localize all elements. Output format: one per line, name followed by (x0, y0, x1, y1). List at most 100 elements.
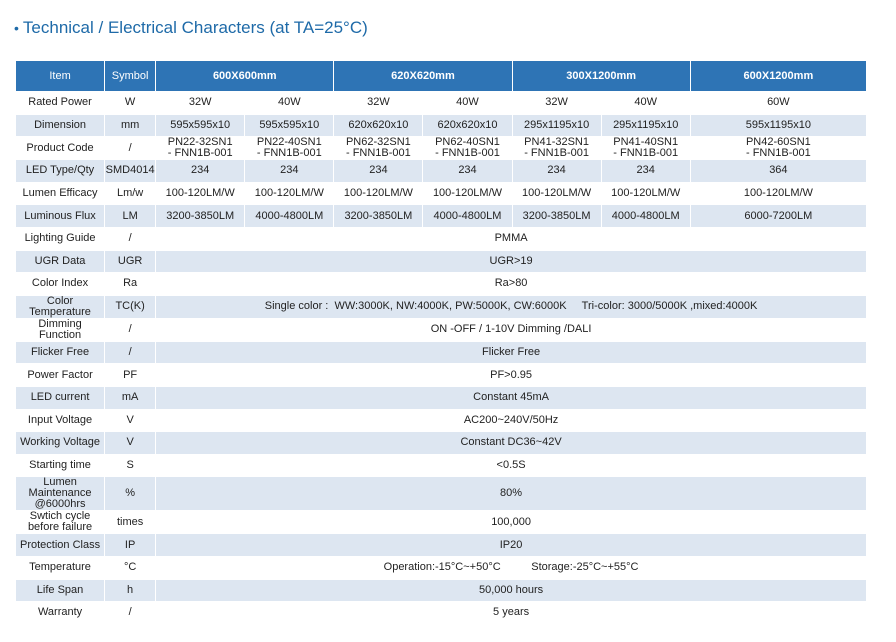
header-group: 600X1200mm (689, 60, 868, 92)
table-row: Input Voltage V AC200~240V/50Hz (14, 408, 867, 433)
cell: 100-120LM/W (600, 181, 691, 206)
row-symbol: % (104, 476, 157, 512)
row-item: Flicker Free (14, 340, 106, 365)
row-symbol: TC(K) (104, 294, 157, 319)
row-item: Dimming Function (14, 317, 106, 342)
table-row: Working Voltage V Constant DC36~42V (14, 431, 867, 455)
cell: 40W (422, 91, 513, 115)
cell: 3200-3850LM (333, 204, 424, 228)
table-row: Lighting Guide / PMMA (14, 226, 867, 251)
row-symbol: V (104, 408, 157, 433)
bullet-icon: • (14, 20, 19, 36)
cell: 620x620x10 (333, 113, 424, 138)
table-row: Protection Class IP IP20 (14, 533, 867, 557)
row-item: Warranty (14, 601, 106, 625)
cell: 100-120LM/W (244, 181, 335, 206)
cell: 234 (244, 159, 335, 183)
row-item: UGR Data (14, 249, 106, 274)
cell: Single color : WW:3000K, NW:4000K, PW:50… (155, 294, 867, 319)
header-group: 300X1200mm (511, 60, 691, 92)
row-symbol: PF (104, 363, 157, 387)
row-symbol: S (104, 453, 157, 478)
cell: 3200-3850LM (511, 204, 602, 228)
row-item: Protection Class (14, 533, 106, 557)
row-symbol: / (104, 136, 157, 161)
cell: 234 (155, 159, 246, 183)
cell: 234 (600, 159, 691, 183)
table-row: Warranty / 5 years (14, 601, 867, 625)
cell: Constant 45mA (155, 385, 867, 410)
row-item: Color Index (14, 272, 106, 296)
cell: 620x620x10 (422, 113, 513, 138)
section-title-text: Technical / Electrical Characters (at TA… (22, 18, 368, 37)
row-item: Working Voltage (14, 431, 106, 455)
cell: 100-120LM/W (689, 181, 868, 206)
row-symbol: mA (104, 385, 157, 410)
table-row: LED Type/Qty SMD4014 234 234 234 234 234… (14, 159, 868, 183)
row-symbol: / (104, 340, 157, 365)
row-symbol: h (104, 578, 157, 603)
cell: 100-120LM/W (511, 181, 602, 206)
table-row: Color Temperature TC(K) Single color : WW… (14, 294, 867, 319)
row-item: Swtich cycle before failure (14, 510, 106, 535)
cell: 234 (333, 159, 424, 183)
cell: 40W (244, 91, 335, 115)
cell: 364 (689, 159, 868, 183)
table-row: LED current mA Constant 45mA (14, 385, 867, 410)
table-header-row: Item Symbol 600X600mm 620X620mm 300X1200… (14, 60, 868, 92)
row-item: Dimension (14, 113, 106, 138)
section-title: • Technical / Electrical Characters (at T… (14, 18, 368, 38)
cell: PN22-32SN1- FNN1B-001 (155, 136, 246, 161)
cell: 80% (155, 476, 867, 512)
cell: 4000-4800LM (600, 204, 691, 228)
table-row: Lumen Maintenance @6000hrs % 80% (14, 476, 867, 512)
cell: <0.5S (155, 453, 867, 478)
row-symbol: °C (104, 555, 157, 580)
cell: PN62-32SN1- FNN1B-001 (333, 136, 424, 161)
row-item: Input Voltage (14, 408, 106, 433)
cell: 32W (511, 91, 602, 115)
row-item: Power Factor (14, 363, 106, 387)
row-item: Color Temperature (14, 294, 106, 319)
table-row: Rated Power W 32W 40W 32W 40W 32W 40W 60… (14, 91, 868, 115)
row-symbol: / (104, 317, 157, 342)
table-row: Temperature °C Operation:-15°C~+50°C Sto… (14, 555, 867, 580)
cell: 595x595x10 (244, 113, 335, 138)
cell: 60W (689, 91, 868, 115)
row-symbol: Ra (104, 272, 157, 296)
row-item: Life Span (14, 578, 106, 603)
cell: 4000-4800LM (422, 204, 513, 228)
header-group: 600X600mm (155, 60, 335, 92)
cell: PN41-40SN1- FNN1B-001 (600, 136, 691, 161)
cell: 6000-7200LM (689, 204, 868, 228)
cell: 295x1195x10 (600, 113, 691, 138)
header-group: 620X620mm (333, 60, 513, 92)
table-row: Lumen Efficacy Lm/w 100-120LM/W 100-120L… (14, 181, 868, 206)
cell: Constant DC36~42V (155, 431, 867, 455)
row-item: Rated Power (14, 91, 106, 115)
table-row: Flicker Free / Flicker Free (14, 340, 867, 365)
row-symbol: / (104, 226, 157, 251)
table-row: Life Span h 50,000 hours (14, 578, 867, 603)
cell: 40W (600, 91, 691, 115)
row-symbol: UGR (104, 249, 157, 274)
cell: IP20 (155, 533, 867, 557)
row-item: Lumen Maintenance @6000hrs (14, 476, 106, 512)
cell: 100-120LM/W (333, 181, 424, 206)
row-symbol: LM (104, 204, 157, 228)
row-item: Lighting Guide (14, 226, 106, 251)
table-row: Power Factor PF PF>0.95 (14, 363, 867, 387)
cell: Ra>80 (155, 272, 867, 296)
cell: 100-120LM/W (155, 181, 246, 206)
cell: 3200-3850LM (155, 204, 246, 228)
cell: Flicker Free (155, 340, 867, 365)
cell: ON -OFF / 1-10V Dimming /DALI (155, 317, 867, 342)
cell: PN42-60SN1- FNN1B-001 (689, 136, 868, 161)
table-row: Color Index Ra Ra>80 (14, 272, 867, 296)
cell: 234 (511, 159, 602, 183)
row-item: LED Type/Qty (14, 159, 106, 183)
row-symbol: / (104, 601, 157, 625)
row-symbol: W (104, 91, 157, 115)
header-item: Item (14, 60, 106, 92)
cell: 595x595x10 (155, 113, 246, 138)
